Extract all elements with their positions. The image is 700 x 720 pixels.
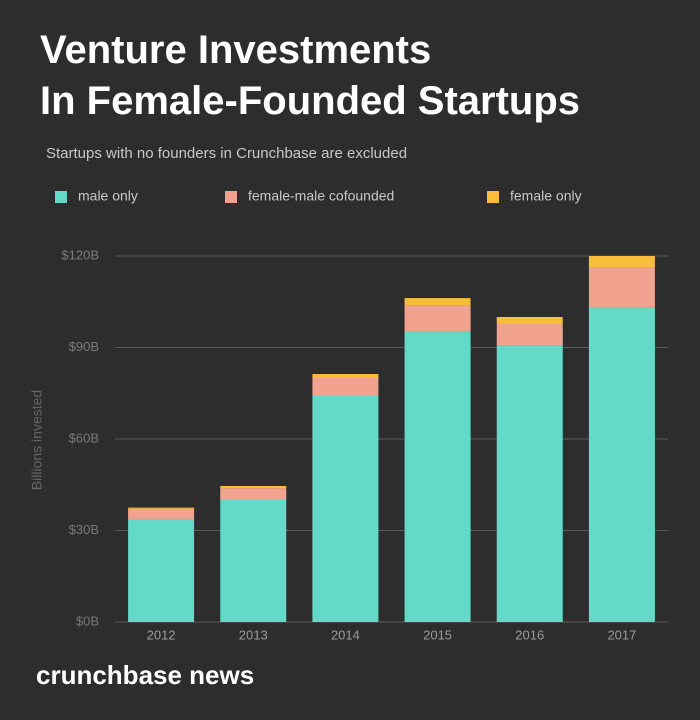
bar-segment	[128, 508, 195, 519]
y-tick-label: $30B	[69, 522, 99, 537]
bar-segment	[404, 298, 471, 306]
bar-segment	[128, 507, 195, 509]
x-tick-label: 2013	[239, 627, 268, 642]
bar-segment	[496, 317, 563, 325]
x-tick-label: 2012	[147, 627, 176, 642]
legend-swatch	[487, 191, 499, 203]
bar-segment	[312, 374, 379, 378]
bar-segment	[312, 395, 379, 622]
y-tick-label: $60B	[69, 430, 99, 445]
legend-swatch	[225, 191, 237, 203]
bar-segment	[128, 518, 195, 622]
x-tick-label: 2014	[331, 627, 360, 642]
x-tick-label: 2017	[607, 627, 636, 642]
y-tick-label: $0B	[76, 613, 99, 628]
bar-segment	[404, 331, 471, 622]
bar-segment	[312, 378, 379, 396]
chart-title: Venture Investments In Female-Founded St…	[40, 28, 580, 123]
bar-segment	[588, 256, 655, 268]
bar-segment	[588, 267, 655, 307]
bar-segment	[588, 306, 655, 622]
chart-subtitle: Startups with no founders in Crunchbase …	[46, 145, 407, 162]
bar-segment	[220, 485, 287, 489]
legend-label: female only	[510, 188, 582, 204]
bar-segment	[496, 345, 563, 622]
legend-label: male only	[78, 188, 138, 204]
y-tick-label: $120B	[61, 247, 99, 262]
bar-segment	[496, 324, 563, 346]
x-tick-label: 2016	[515, 627, 544, 642]
bar-segment	[404, 305, 471, 332]
legend-swatch	[55, 191, 67, 203]
y-axis-label: Billions invested	[29, 390, 45, 490]
legend-label: female-male cofounded	[248, 188, 394, 204]
x-tick-label: 2015	[423, 627, 452, 642]
y-tick-label: $90B	[69, 339, 99, 354]
bar-segment	[220, 500, 287, 622]
bar-segment	[220, 488, 287, 500]
brand: crunchbase news	[36, 660, 254, 690]
